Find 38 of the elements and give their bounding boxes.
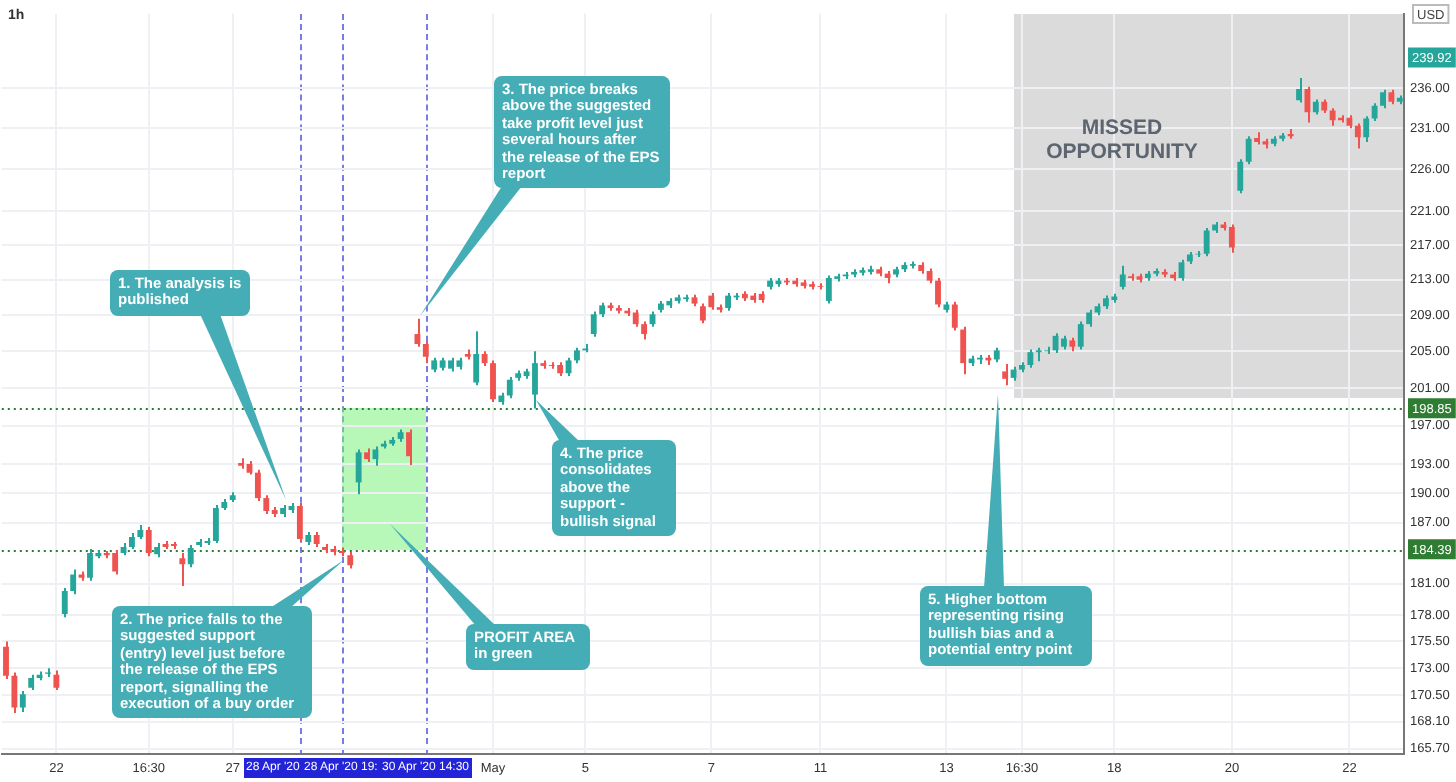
candlestick: [1363, 115, 1370, 144]
candlestick: [187, 544, 194, 569]
candlestick: [1296, 77, 1302, 104]
annotation: MISSED OPPORTUNITY: [1044, 116, 1200, 164]
candlestick: [296, 502, 303, 543]
candlestick: [1228, 223, 1235, 254]
candlestick: [951, 300, 958, 332]
candlestick: [1002, 363, 1009, 387]
candlestick: [212, 504, 219, 544]
candlestick: [406, 428, 412, 466]
candlestick: [1027, 348, 1034, 369]
candlestick: [61, 586, 68, 619]
candlestick: [1380, 88, 1386, 110]
candlestick: [1237, 158, 1244, 195]
candlestick: [1203, 226, 1210, 258]
candlestick: [112, 549, 119, 576]
candlestick: [960, 325, 967, 376]
candlestick: [1077, 320, 1084, 351]
candlestick: [1119, 264, 1126, 291]
candlestick: [70, 568, 77, 596]
candlestick: [53, 669, 60, 691]
candlestick: [145, 525, 152, 558]
candlestick: [87, 548, 93, 582]
candlestick: [1245, 135, 1252, 166]
candlestick: [590, 310, 597, 338]
candlestick: [548, 361, 555, 370]
candlestick: [699, 302, 706, 325]
candlestick: [19, 690, 26, 713]
candlestick: [532, 350, 538, 410]
candlestick: [254, 468, 261, 503]
candlestick: [45, 667, 51, 678]
candlestick: [490, 359, 496, 404]
candlestick: [473, 330, 480, 387]
candlestick: [355, 448, 362, 496]
candlestick: [179, 552, 186, 587]
candlestick: [506, 375, 513, 400]
candlestick: [825, 274, 832, 305]
candlestick: [1354, 122, 1361, 150]
